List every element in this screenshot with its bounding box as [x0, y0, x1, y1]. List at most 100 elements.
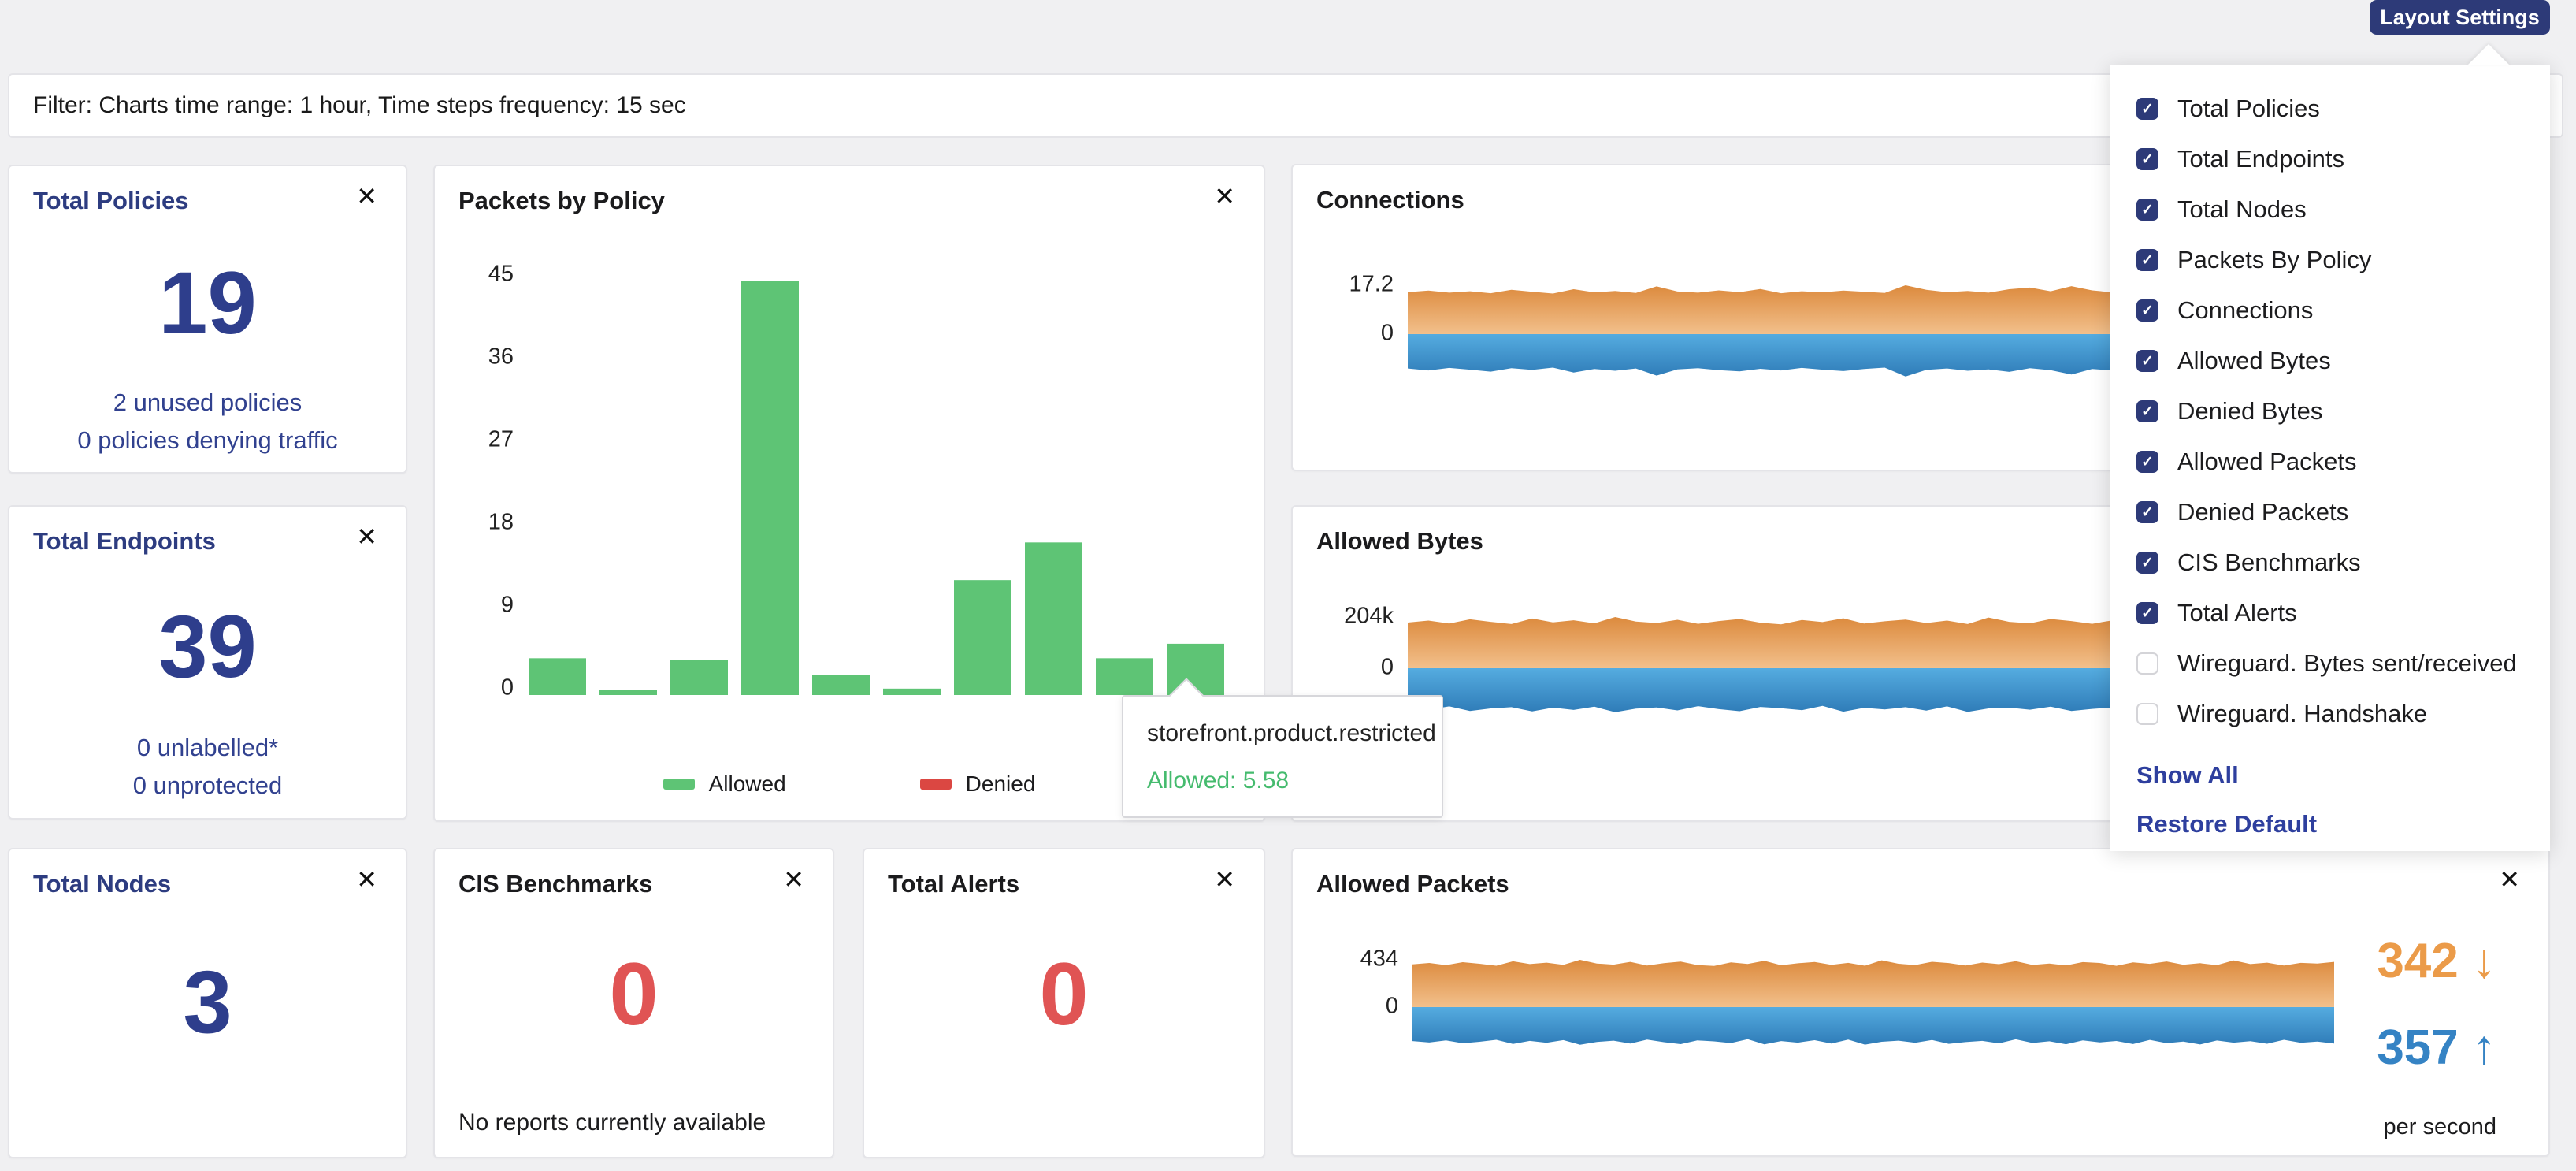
- checkbox-checked-icon[interactable]: ✓: [2136, 299, 2158, 322]
- layout-settings-list: ✓ Total Policies ✓ Total Endpoints ✓ Total No…: [2136, 84, 2550, 739]
- y-axis-max-label: 434: [1360, 946, 1398, 972]
- allowed-bytes-title: Allowed Bytes: [1316, 527, 1483, 555]
- layout-settings-item-label: Allowed Bytes: [2177, 347, 2331, 374]
- tooltip-allowed-value: Allowed: 5.58: [1147, 768, 1290, 794]
- close-icon[interactable]: ✕: [783, 865, 804, 894]
- filter-bar-text: Filter: Charts time range: 1 hour, Time …: [33, 92, 686, 118]
- allowed-packets-card: Allowed Packets ✕ 434 0 342 ↓ 357 ↑ per s…: [1291, 848, 2550, 1157]
- layout-settings-dropdown: ✓ Total Policies ✓ Total Endpoints ✓ Total No…: [2110, 65, 2550, 851]
- layout-settings-item-label: Denied Packets: [2177, 498, 2349, 526]
- allowed-bar[interactable]: [954, 580, 1011, 695]
- layout-settings-item[interactable]: ✓ Total Endpoints: [2136, 134, 2550, 184]
- total-policies-unused-line: 2 unused policies: [113, 388, 303, 416]
- layout-settings-item[interactable]: ✓ Allowed Packets: [2136, 437, 2550, 487]
- layout-settings-item[interactable]: ✓ Total Nodes: [2136, 184, 2550, 235]
- total-nodes-card: Total Nodes ✕ 3: [8, 848, 407, 1158]
- layout-settings-button-label: Layout Settings: [2380, 5, 2540, 29]
- legend-label-denied: Denied: [965, 771, 1036, 796]
- show-all-link[interactable]: Show All: [2136, 761, 2239, 789]
- total-endpoints-value: 39: [158, 597, 257, 696]
- checkbox-checked-icon[interactable]: ✓: [2136, 451, 2158, 473]
- packets-sent-stat: 357 ↑: [2377, 1020, 2496, 1076]
- close-icon[interactable]: ✕: [1214, 182, 1235, 210]
- layout-settings-item-label: Packets By Policy: [2177, 246, 2372, 273]
- checkbox-checked-icon[interactable]: ✓: [2136, 400, 2158, 422]
- checkbox-checked-icon[interactable]: ✓: [2136, 552, 2158, 574]
- restore-default-link[interactable]: Restore Default: [2136, 810, 2318, 838]
- allowed-packets-chart[interactable]: 434 0: [1293, 849, 2548, 1155]
- checkbox-checked-icon[interactable]: ✓: [2136, 249, 2158, 271]
- layout-settings-item[interactable]: ✓ Total Alerts: [2136, 588, 2550, 638]
- checkbox-unchecked-icon[interactable]: [2136, 652, 2158, 675]
- close-icon[interactable]: ✕: [356, 865, 377, 894]
- allowed-packets-title: Allowed Packets: [1316, 870, 1509, 898]
- layout-settings-item-label: Allowed Packets: [2177, 448, 2357, 475]
- total-endpoints-card: Total Endpoints ✕ 39 0 unlabelled* 0 unp…: [8, 505, 407, 820]
- y-axis-tick-label: 27: [488, 427, 514, 452]
- layout-settings-item[interactable]: ✓ Connections: [2136, 285, 2550, 336]
- y-axis-max-label: 17.2: [1349, 272, 1394, 297]
- allowed-bar[interactable]: [883, 688, 941, 695]
- legend-item-denied: Denied: [919, 771, 1036, 797]
- total-policies-denying-line: 0 policies denying traffic: [77, 426, 338, 454]
- layout-settings-item[interactable]: ✓ Packets By Policy: [2136, 235, 2550, 285]
- checkbox-checked-icon[interactable]: ✓: [2136, 199, 2158, 221]
- close-icon[interactable]: ✕: [356, 522, 377, 551]
- allowed-bar[interactable]: [1096, 658, 1153, 695]
- total-policies-value: 19: [158, 254, 257, 352]
- packets-by-policy-title: Packets by Policy: [458, 187, 665, 214]
- checkbox-checked-icon[interactable]: ✓: [2136, 148, 2158, 170]
- total-alerts-value: 0: [1039, 945, 1089, 1043]
- total-policies-title: Total Policies: [33, 187, 189, 214]
- chart-tooltip: storefront.product.restricted Allowed: 5…: [1122, 678, 1443, 818]
- y-axis-zero-label: 0: [1381, 655, 1394, 680]
- layout-settings-item[interactable]: ✓ Denied Bytes: [2136, 386, 2550, 437]
- allowed-bar[interactable]: [741, 281, 799, 695]
- total-endpoints-unlabelled-line: 0 unlabelled*: [136, 734, 279, 761]
- legend-label-allowed: Allowed: [708, 771, 786, 796]
- y-axis-tick-label: 45: [488, 262, 514, 287]
- y-axis-tick-label: 9: [501, 593, 514, 618]
- tooltip-policy-name: storefront.product.restricted: [1147, 720, 1436, 746]
- checkbox-checked-icon[interactable]: ✓: [2136, 501, 2158, 523]
- checkbox-checked-icon[interactable]: ✓: [2136, 350, 2158, 372]
- allowed-bar[interactable]: [529, 658, 586, 695]
- layout-settings-button[interactable]: Layout Settings: [2370, 0, 2550, 35]
- layout-settings-item[interactable]: Wireguard. Bytes sent/received: [2136, 638, 2550, 689]
- close-icon[interactable]: ✕: [2499, 865, 2520, 894]
- layout-settings-item[interactable]: Wireguard. Handshake: [2136, 689, 2550, 739]
- checkbox-checked-icon[interactable]: ✓: [2136, 98, 2158, 120]
- allowed-bar[interactable]: [812, 675, 870, 695]
- layout-settings-item-label: Total Endpoints: [2177, 145, 2344, 173]
- checkbox-checked-icon[interactable]: ✓: [2136, 602, 2158, 624]
- allowed-bar[interactable]: [1025, 542, 1082, 695]
- layout-settings-item-label: Denied Bytes: [2177, 397, 2323, 425]
- dropdown-caret-icon: [2467, 44, 2510, 65]
- layout-settings-item[interactable]: ✓ CIS Benchmarks: [2136, 537, 2550, 588]
- packets-sent-value: 357: [2377, 1020, 2459, 1075]
- total-endpoints-unprotected-line: 0 unprotected: [132, 771, 283, 799]
- cis-benchmarks-card: CIS Benchmarks ✕ 0 No reports currently …: [433, 848, 834, 1158]
- total-alerts-card: Total Alerts ✕ 0: [863, 848, 1265, 1158]
- total-nodes-title: Total Nodes: [33, 870, 172, 898]
- y-axis-zero-label: 0: [1381, 321, 1394, 346]
- packets-received-value: 342: [2377, 934, 2459, 988]
- layout-settings-item[interactable]: ✓ Denied Packets: [2136, 487, 2550, 537]
- packets-by-policy-chart[interactable]: 0 9 18 27 36 45: [435, 166, 1264, 765]
- total-endpoints-title: Total Endpoints: [33, 527, 216, 555]
- checkbox-unchecked-icon[interactable]: [2136, 703, 2158, 725]
- layout-settings-item-label: Total Nodes: [2177, 195, 2307, 223]
- y-axis-tick-label: 18: [488, 510, 514, 535]
- close-icon[interactable]: ✕: [356, 182, 377, 210]
- y-axis-zero-label: 0: [1386, 994, 1398, 1019]
- layout-settings-item[interactable]: ✓ Allowed Bytes: [2136, 336, 2550, 386]
- close-icon[interactable]: ✕: [1214, 865, 1235, 894]
- area-series-orange: [1412, 960, 2334, 1007]
- layout-settings-item[interactable]: ✓ Total Policies: [2136, 84, 2550, 134]
- y-axis-tick-label: 36: [488, 344, 514, 370]
- allowed-bar[interactable]: [599, 690, 657, 695]
- layout-settings-item-label: Total Alerts: [2177, 599, 2297, 626]
- layout-settings-item-label: Total Policies: [2177, 95, 2320, 122]
- layout-settings-item-label: Wireguard. Handshake: [2177, 700, 2428, 727]
- allowed-bar[interactable]: [670, 660, 728, 695]
